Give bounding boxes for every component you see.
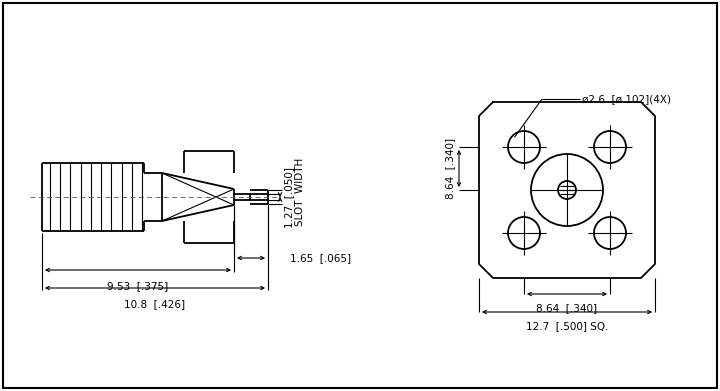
Text: 12.7  [.500] SQ.: 12.7 [.500] SQ. [526,321,608,331]
Text: ø2.6  [ø.102](4X): ø2.6 [ø.102](4X) [582,94,671,104]
Text: 1.27  [.050]: 1.27 [.050] [284,167,294,228]
Text: 10.8  [.426]: 10.8 [.426] [125,299,186,309]
Text: 9.53  [.375]: 9.53 [.375] [107,281,168,291]
Text: 1.65  [.065]: 1.65 [.065] [290,253,351,263]
Text: 8.64  [.340]: 8.64 [.340] [445,138,455,199]
Text: SLOT  WIDTH: SLOT WIDTH [295,158,305,226]
Text: 8.64  [.340]: 8.64 [.340] [536,303,598,313]
